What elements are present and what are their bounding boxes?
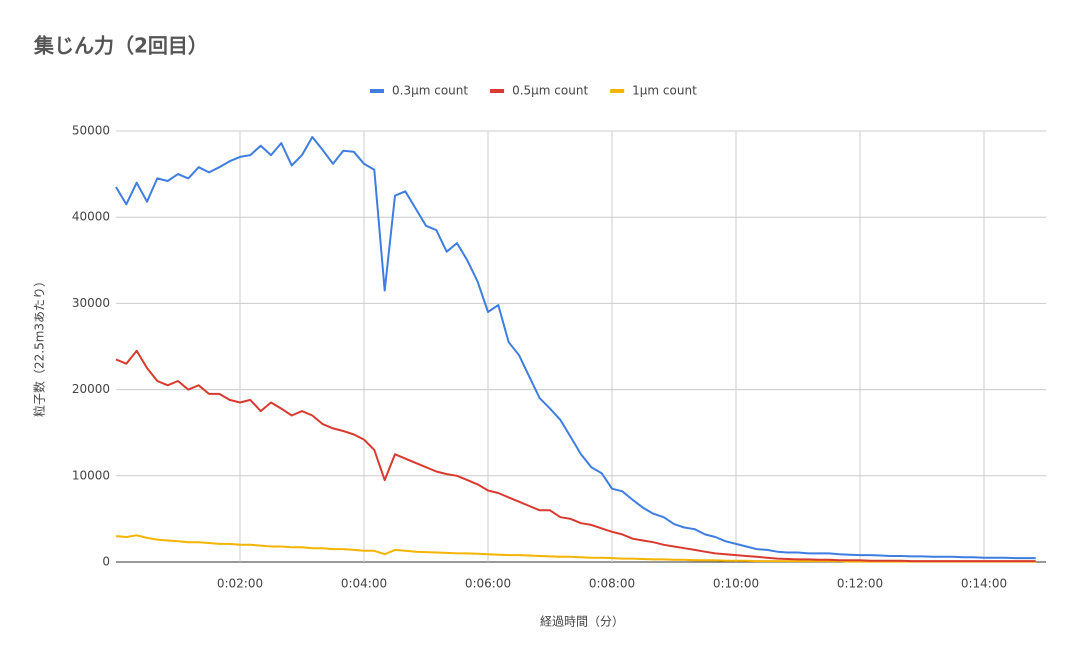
- legend-label: 1µm count: [632, 84, 697, 98]
- x-tick-label: 0:12:00: [837, 577, 883, 591]
- legend-label: 0.5µm count: [512, 84, 588, 98]
- x-tick-label: 0:04:00: [341, 577, 387, 591]
- x-tick-label: 0:08:00: [589, 577, 635, 591]
- legend-label: 0.3µm count: [392, 84, 468, 98]
- y-tick-label: 0: [102, 555, 110, 569]
- x-tick-label: 0:06:00: [465, 577, 511, 591]
- y-tick-label: 30000: [72, 296, 110, 310]
- chart-title: 集じん力（2回目）: [33, 34, 208, 58]
- data-line: [115, 349, 1036, 563]
- data-line: [115, 136, 1036, 560]
- x-axis-label: 経過時間（分）: [540, 615, 624, 629]
- y-tick-label: 20000: [72, 382, 110, 396]
- y-tick-label: 10000: [72, 468, 110, 482]
- x-tick-label: 0:02:00: [217, 577, 263, 591]
- legend: 0.3µm count 0.5µm count 1µm count: [370, 84, 697, 98]
- y-axis-label: 粒子数（22.5m3あたり）: [32, 275, 47, 417]
- x-tick-label: 0:10:00: [713, 577, 759, 591]
- y-tick-label: 50000: [72, 124, 110, 138]
- y-tick-label: 40000: [72, 210, 110, 224]
- x-tick-label: 0:14:00: [961, 577, 1007, 591]
